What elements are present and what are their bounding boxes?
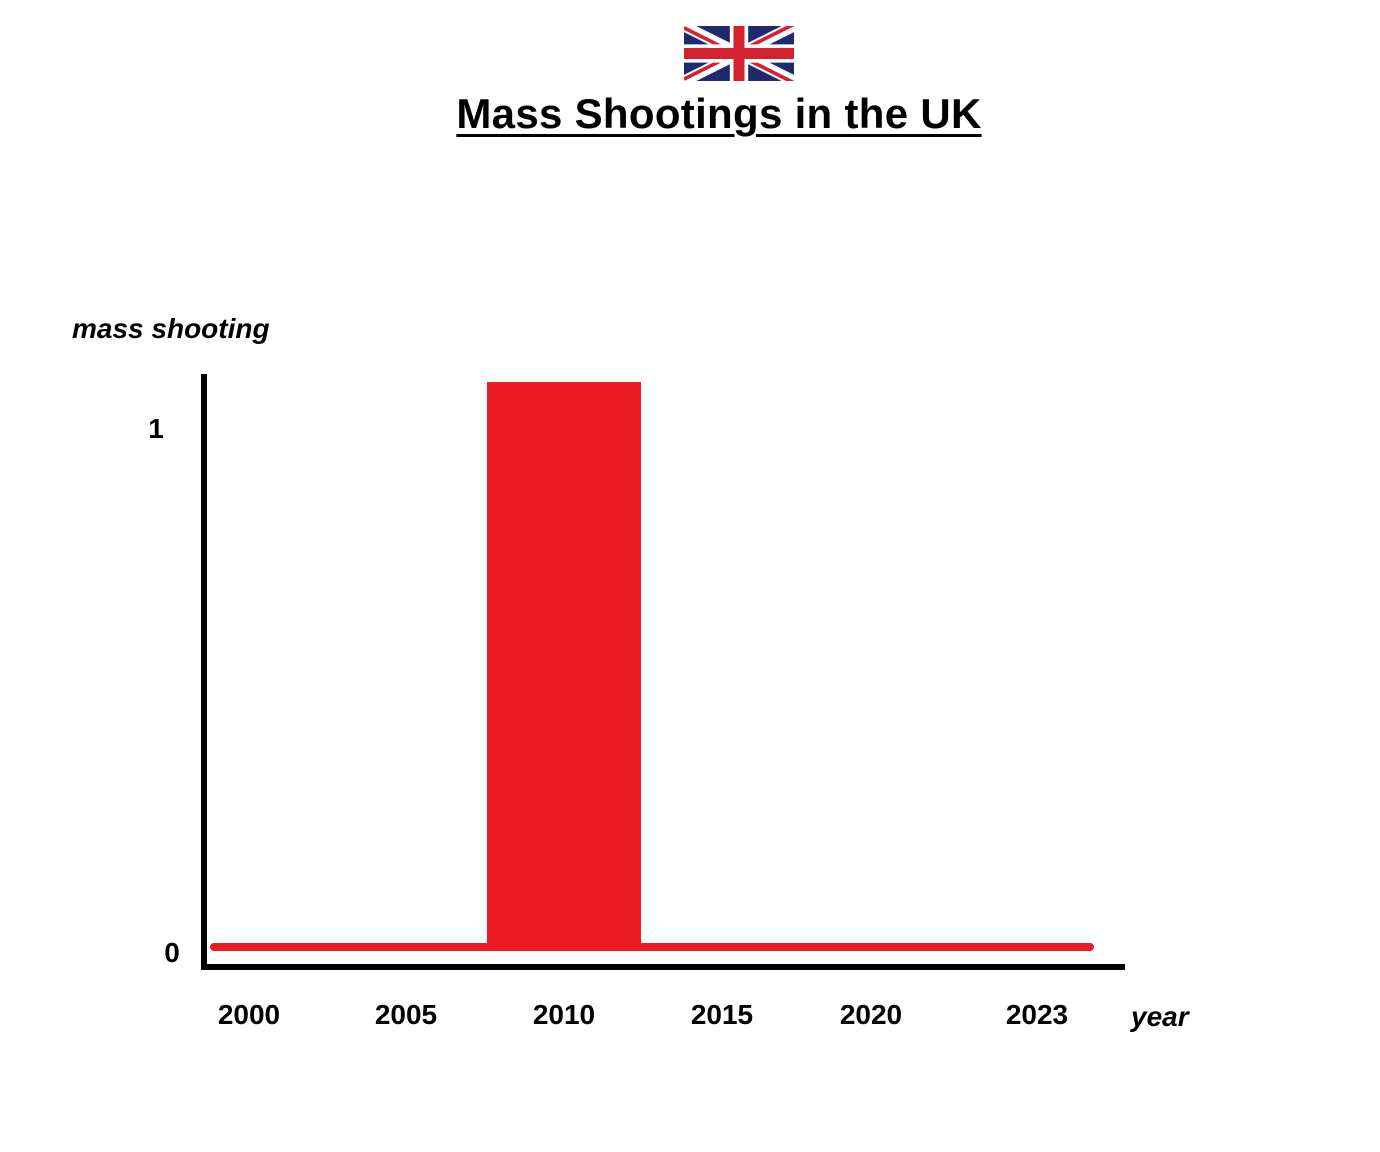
- y-tick-label: 1: [148, 413, 164, 444]
- y-tick-label: 0: [164, 937, 180, 968]
- x-tick-label: 2010: [533, 999, 595, 1030]
- x-tick-label: 2005: [375, 999, 437, 1030]
- union-jack-flag-icon: [684, 26, 794, 81]
- chart-title: Mass Shootings in the UK: [456, 90, 982, 137]
- y-axis-title: mass shooting: [72, 313, 270, 344]
- x-tick-label: 2023: [1006, 999, 1068, 1030]
- x-axis-title: year: [1129, 1001, 1191, 1032]
- x-tick-label: 2020: [840, 999, 902, 1030]
- x-tick-label: 2015: [691, 999, 753, 1030]
- series-peak-block: [487, 382, 641, 951]
- x-tick-label: 2000: [218, 999, 280, 1030]
